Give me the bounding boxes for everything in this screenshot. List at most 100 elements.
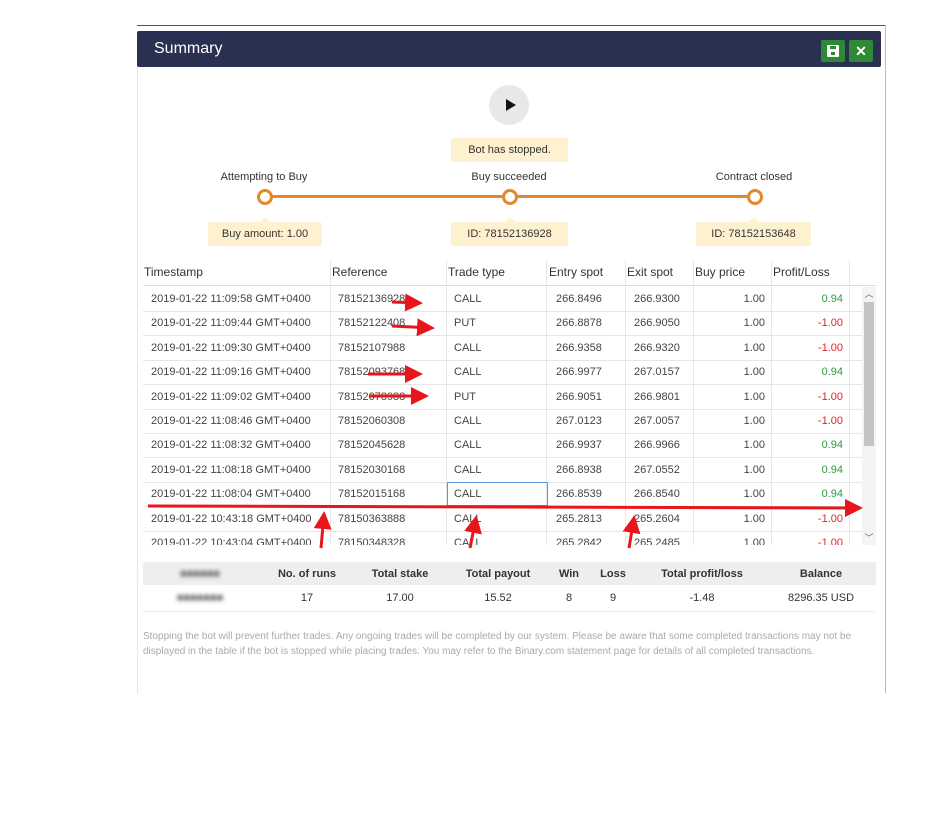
table-row[interactable]: 2019-01-22 11:09:02 GMT+0400 78152078988 P… xyxy=(143,384,862,410)
cell-timestamp: 2019-01-22 11:09:44 GMT+0400 xyxy=(151,317,311,330)
col-header-entry-spot[interactable]: Entry spot xyxy=(549,265,604,279)
step-label-contract-closed: Contract closed xyxy=(715,171,793,183)
col-header-trade-type[interactable]: Trade type xyxy=(448,265,505,279)
cell-timestamp: 2019-01-22 11:08:46 GMT+0400 xyxy=(151,415,311,427)
summary-header-total-profit-loss: Total profit/loss xyxy=(661,568,743,580)
buy-amount-tooltip: Buy amount: 1.00 xyxy=(208,217,322,246)
cell-buy-price: 1.00 xyxy=(743,415,765,427)
summary-header-stake: Total stake xyxy=(371,568,429,580)
cell-buy-price: 1.00 xyxy=(743,537,765,545)
summary-loss-value: 9 xyxy=(609,592,617,604)
summary-win-value: 8 xyxy=(565,592,573,604)
table-row[interactable]: 2019-01-22 11:08:46 GMT+0400 78152060308 C… xyxy=(143,409,862,434)
table-scrollbar-thumb[interactable] xyxy=(864,302,874,446)
summary-profit-loss-value: -1.48 xyxy=(689,592,715,604)
summary-account-redacted: ■■■■■■■ xyxy=(176,592,224,604)
table-row[interactable]: 2019-01-22 11:08:04 GMT+0400 78152015168 C… xyxy=(143,482,862,508)
cell-reference: 78152093768 xyxy=(338,366,406,379)
cell-trade-type: CALL xyxy=(454,488,482,501)
table-row[interactable]: 2019-01-22 10:43:18 GMT+0400 78150363888 C… xyxy=(143,506,862,532)
cell-buy-price: 1.00 xyxy=(743,317,765,330)
cell-buy-price: 1.00 xyxy=(743,512,765,525)
cell-profit-loss: -1.00 xyxy=(817,390,843,403)
cell-profit-loss: 0.94 xyxy=(821,366,843,379)
cell-profit-loss: 0.94 xyxy=(821,439,843,452)
dialog-frame-right xyxy=(885,25,886,693)
save-button[interactable] xyxy=(821,40,845,62)
summary-stake-value: 17.00 xyxy=(386,592,414,604)
step-label-attempting: Attempting to Buy xyxy=(220,171,308,183)
cell-exit-spot: 267.0157 xyxy=(634,366,680,379)
cell-reference: 78152078988 xyxy=(338,390,406,403)
cell-timestamp: 2019-01-22 10:43:18 GMT+0400 xyxy=(151,512,312,525)
cell-timestamp: 2019-01-22 11:09:30 GMT+0400 xyxy=(151,341,311,354)
close-icon: ✕ xyxy=(855,42,867,59)
table-row[interactable]: 2019-01-22 11:09:44 GMT+0400 78152122408 P… xyxy=(143,311,862,337)
cell-exit-spot: 266.9300 xyxy=(634,293,680,305)
cell-profit-loss: 0.94 xyxy=(821,463,843,476)
cell-trade-type: CALL xyxy=(454,537,482,545)
run-bot-button[interactable] xyxy=(489,85,529,125)
transactions-table-body[interactable]: 2019-01-22 11:09:58 GMT+0400 78152136928 C… xyxy=(143,287,862,545)
bot-status-message: Bot has stopped. xyxy=(451,138,568,162)
dialog-frame-left xyxy=(137,66,138,694)
col-header-timestamp[interactable]: Timestamp xyxy=(144,265,203,279)
cell-timestamp: 2019-01-22 11:09:16 GMT+0400 xyxy=(151,366,311,379)
summary-header-win: Win xyxy=(558,568,580,580)
summary-header-balance: Balance xyxy=(799,568,843,580)
cell-reference: 78152136928 xyxy=(338,293,406,305)
summary-balance-value: 8296.35 USD xyxy=(787,592,855,604)
table-row[interactable]: 2019-01-22 10:43:04 GMT+0400 78150348328 C… xyxy=(143,531,862,545)
cell-reference: 78150348328 xyxy=(338,537,406,545)
table-row[interactable]: 2019-01-22 11:09:30 GMT+0400 78152107988 C… xyxy=(143,335,862,361)
timeline-node-contract-closed xyxy=(747,189,763,205)
timeline-node-attempting xyxy=(257,189,273,205)
cell-timestamp: 2019-01-22 11:08:32 GMT+0400 xyxy=(151,439,311,452)
cell-reference: 78152060308 xyxy=(338,415,406,427)
cell-entry-spot: 266.9937 xyxy=(556,439,602,452)
cell-timestamp: 2019-01-22 11:09:02 GMT+0400 xyxy=(151,390,311,403)
step-label-buy-succeeded: Buy succeeded xyxy=(471,171,547,183)
close-button[interactable]: ✕ xyxy=(849,40,873,62)
cell-profit-loss: -1.00 xyxy=(817,512,843,525)
save-icon xyxy=(827,45,839,57)
cell-entry-spot: 265.2813 xyxy=(556,512,602,525)
cell-timestamp: 2019-01-22 11:08:18 GMT+0400 xyxy=(151,463,311,476)
summary-header-payout: Total payout xyxy=(465,568,531,580)
cell-reference: 78152015168 xyxy=(338,488,406,501)
table-row[interactable]: 2019-01-22 11:09:58 GMT+0400 78152136928 C… xyxy=(143,287,862,312)
summary-runs-value: 17 xyxy=(300,592,314,604)
cell-entry-spot: 266.8938 xyxy=(556,463,602,476)
cell-timestamp: 2019-01-22 11:09:58 GMT+0400 xyxy=(151,293,311,305)
cell-reference: 78152122408 xyxy=(338,317,406,330)
timeline-node-buy-succeeded xyxy=(502,189,518,205)
cell-entry-spot: 265.2842 xyxy=(556,537,602,545)
table-row[interactable]: 2019-01-22 11:09:16 GMT+0400 78152093768 C… xyxy=(143,360,862,386)
cell-trade-type: PUT xyxy=(454,390,476,403)
cell-exit-spot: 267.0057 xyxy=(634,415,680,427)
contract-id-tooltip: ID: 78152153648 xyxy=(696,217,811,246)
cell-buy-price: 1.00 xyxy=(743,439,765,452)
transactions-table-header: Timestamp Reference Trade type Entry spo… xyxy=(143,261,876,286)
col-header-reference[interactable]: Reference xyxy=(332,265,388,279)
table-row[interactable]: 2019-01-22 11:08:32 GMT+0400 78152045628 C… xyxy=(143,433,862,459)
scroll-down-icon[interactable]: ﹀ xyxy=(864,533,874,543)
col-header-profit-loss[interactable]: Profit/Loss xyxy=(773,265,830,279)
disclaimer-text: Stopping the bot will prevent further tr… xyxy=(143,631,852,657)
buy-id-tooltip: ID: 78152136928 xyxy=(451,217,568,246)
scroll-up-icon[interactable]: ︿ xyxy=(864,289,874,299)
col-header-buy-price[interactable]: Buy price xyxy=(695,265,746,279)
table-row[interactable]: 2019-01-22 11:08:18 GMT+0400 78152030168 C… xyxy=(143,457,862,483)
summary-header: ■■■■■■ No. of runs Total stake Total pay… xyxy=(143,562,876,585)
cell-entry-spot: 266.9977 xyxy=(556,366,602,379)
cell-exit-spot: 266.9320 xyxy=(634,341,680,354)
cell-reference: 78152107988 xyxy=(338,341,406,354)
cell-entry-spot: 267.0123 xyxy=(556,415,602,427)
cell-entry-spot: 266.9358 xyxy=(556,341,602,354)
cell-profit-loss: 0.94 xyxy=(821,293,843,305)
cell-profit-loss: -1.00 xyxy=(817,415,843,427)
cell-exit-spot: 266.9966 xyxy=(634,439,680,452)
col-header-exit-spot[interactable]: Exit spot xyxy=(627,265,674,279)
play-icon xyxy=(505,99,516,111)
cell-trade-type: CALL xyxy=(454,293,482,305)
